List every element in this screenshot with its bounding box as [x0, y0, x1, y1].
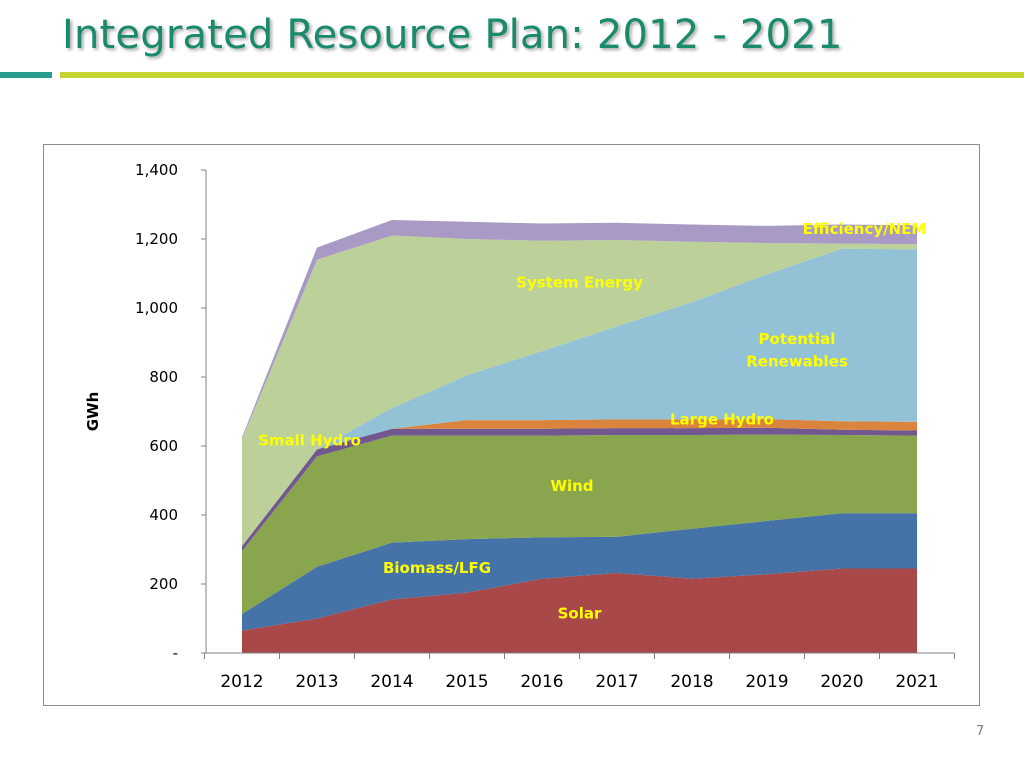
stacked-area-chart: - 200 400 600 800 1,000 1,200 1,400 2012 2013 2014… [84, 161, 955, 692]
area-label-efficiency-nem: Efficiency/NEM [803, 220, 927, 238]
area-solar [242, 568, 917, 653]
x-tick-label: 2018 [670, 672, 713, 692]
area-label-wind: Wind [550, 477, 593, 495]
y-tick-label: 400 [149, 506, 178, 524]
x-tick-label: 2021 [895, 672, 938, 692]
chart-frame: - 200 400 600 800 1,000 1,200 1,400 2012 2013 2014… [43, 144, 980, 706]
area-label-small-hydro: Small Hydro [258, 431, 361, 449]
x-tick-label: 2020 [820, 672, 863, 692]
y-tick-label: 200 [149, 575, 178, 593]
area-biomass-lfg [242, 513, 917, 631]
slide-title: Integrated Resource Plan: 2012 - 2021 [62, 12, 843, 58]
area-label-large-hydro: Large Hydro [670, 411, 774, 429]
x-tick-label: 2016 [520, 672, 563, 692]
area-label-system-energy: System Energy [516, 273, 643, 291]
x-tick-label: 2019 [745, 672, 788, 692]
title-rule-bar [60, 72, 1024, 78]
area-label-solar: Solar [558, 605, 602, 623]
area-label-potential: Potential [759, 330, 836, 348]
area-label-biomass-lfg: Biomass/LFG [383, 559, 491, 577]
x-tick-label: 2017 [595, 672, 638, 692]
area-efficiency-nem [242, 220, 917, 440]
y-tick-label: - [173, 644, 178, 662]
y-tick-label: 600 [149, 437, 178, 455]
x-tick-label: 2015 [445, 672, 488, 692]
x-tick-label: 2013 [295, 672, 338, 692]
y-tick-label: 1,200 [135, 230, 178, 248]
x-tick-label: 2012 [220, 672, 263, 692]
y-tick-label: 1,400 [135, 161, 178, 179]
y-tick-label: 800 [149, 368, 178, 386]
area-label-renewables: Renewables [746, 353, 848, 371]
title-rule-accent [0, 72, 52, 78]
area-wind [242, 434, 917, 614]
y-axis-title: GWh [84, 392, 102, 432]
y-tick-label: 1,000 [135, 299, 178, 317]
area-system-energy [242, 235, 917, 547]
page-number: 7 [976, 724, 985, 739]
x-tick-label: 2014 [370, 672, 413, 692]
area-potential-renewables [242, 248, 917, 547]
